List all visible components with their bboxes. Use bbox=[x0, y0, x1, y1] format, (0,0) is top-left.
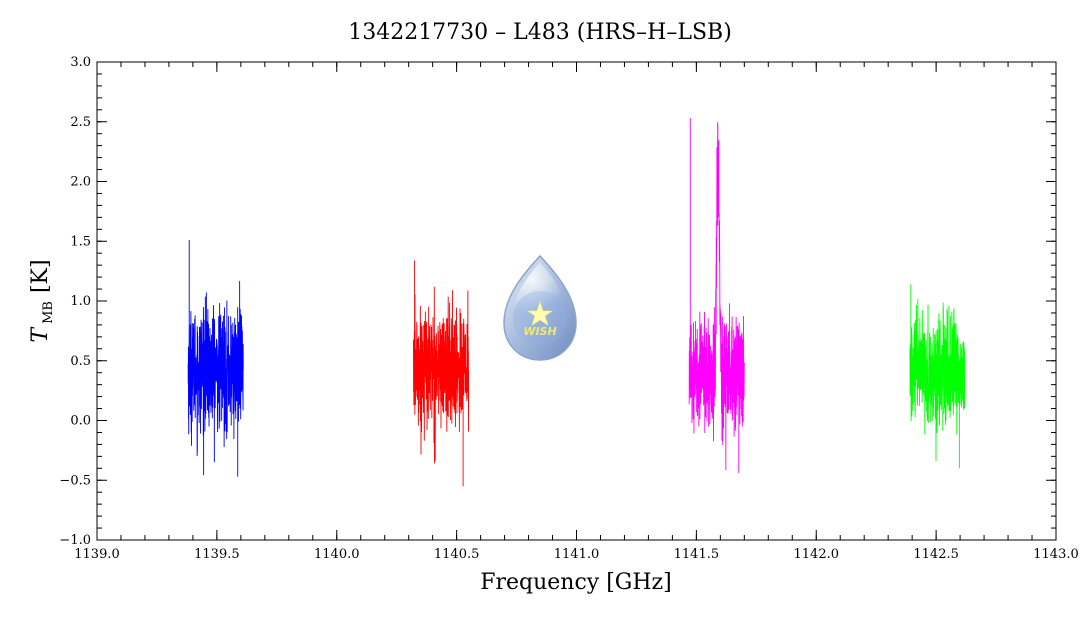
series-line-3 bbox=[688, 118, 745, 474]
y-tick-label: −0.5 bbox=[59, 473, 91, 488]
x-axis-label: Frequency [GHz] bbox=[480, 570, 672, 595]
y-tick-label: 2.0 bbox=[70, 175, 91, 190]
y-tick-label: −1.0 bbox=[59, 533, 91, 548]
x-tick-label: 1140.0 bbox=[314, 547, 360, 562]
x-tick-label: 1142.0 bbox=[794, 547, 840, 562]
x-tick-label: 1141.5 bbox=[674, 547, 720, 562]
y-tick-label: 1.5 bbox=[70, 234, 91, 249]
y-tick-label: 2.5 bbox=[70, 115, 91, 130]
series-line-2 bbox=[413, 260, 470, 487]
wish-star-icon bbox=[527, 301, 553, 326]
chart-title: 1342217730 – L483 (HRS–H–LSB) bbox=[348, 20, 732, 45]
axis-ticks: 1139.0 1139.5 1140.0 1140.5 1141.0 1141.5 1142… bbox=[59, 55, 1078, 562]
x-tick-label: 1141.0 bbox=[554, 547, 600, 562]
x-tick-label: 1140.5 bbox=[434, 547, 480, 562]
wish-logo-text: WISH bbox=[523, 325, 556, 338]
series-line-4 bbox=[909, 284, 966, 469]
wish-logo: WISH bbox=[503, 254, 577, 361]
y-tick-label: 0.0 bbox=[70, 414, 91, 429]
series-layer bbox=[187, 118, 966, 487]
x-tick-label: 1139.0 bbox=[74, 547, 120, 562]
x-tick-label: 1143.0 bbox=[1033, 547, 1079, 562]
y-axis-label-main: T bbox=[28, 326, 53, 343]
y-tick-label: 3.0 bbox=[70, 55, 91, 70]
x-tick-label: 1142.5 bbox=[913, 547, 959, 562]
y-axis-label-subscript: MB bbox=[41, 301, 56, 324]
wish-logo-shine bbox=[512, 262, 568, 318]
y-axis-label: T MB [K] bbox=[28, 259, 56, 342]
svg-text:T MB [K]: T MB [K] bbox=[28, 259, 56, 342]
y-tick-label: 0.5 bbox=[70, 354, 91, 369]
y-axis-label-unit: [K] bbox=[28, 259, 53, 293]
y-tick-label: 1.0 bbox=[70, 294, 91, 309]
x-tick-label: 1139.5 bbox=[194, 547, 240, 562]
series-line-1 bbox=[187, 240, 244, 477]
plot-frame bbox=[96, 61, 1057, 541]
